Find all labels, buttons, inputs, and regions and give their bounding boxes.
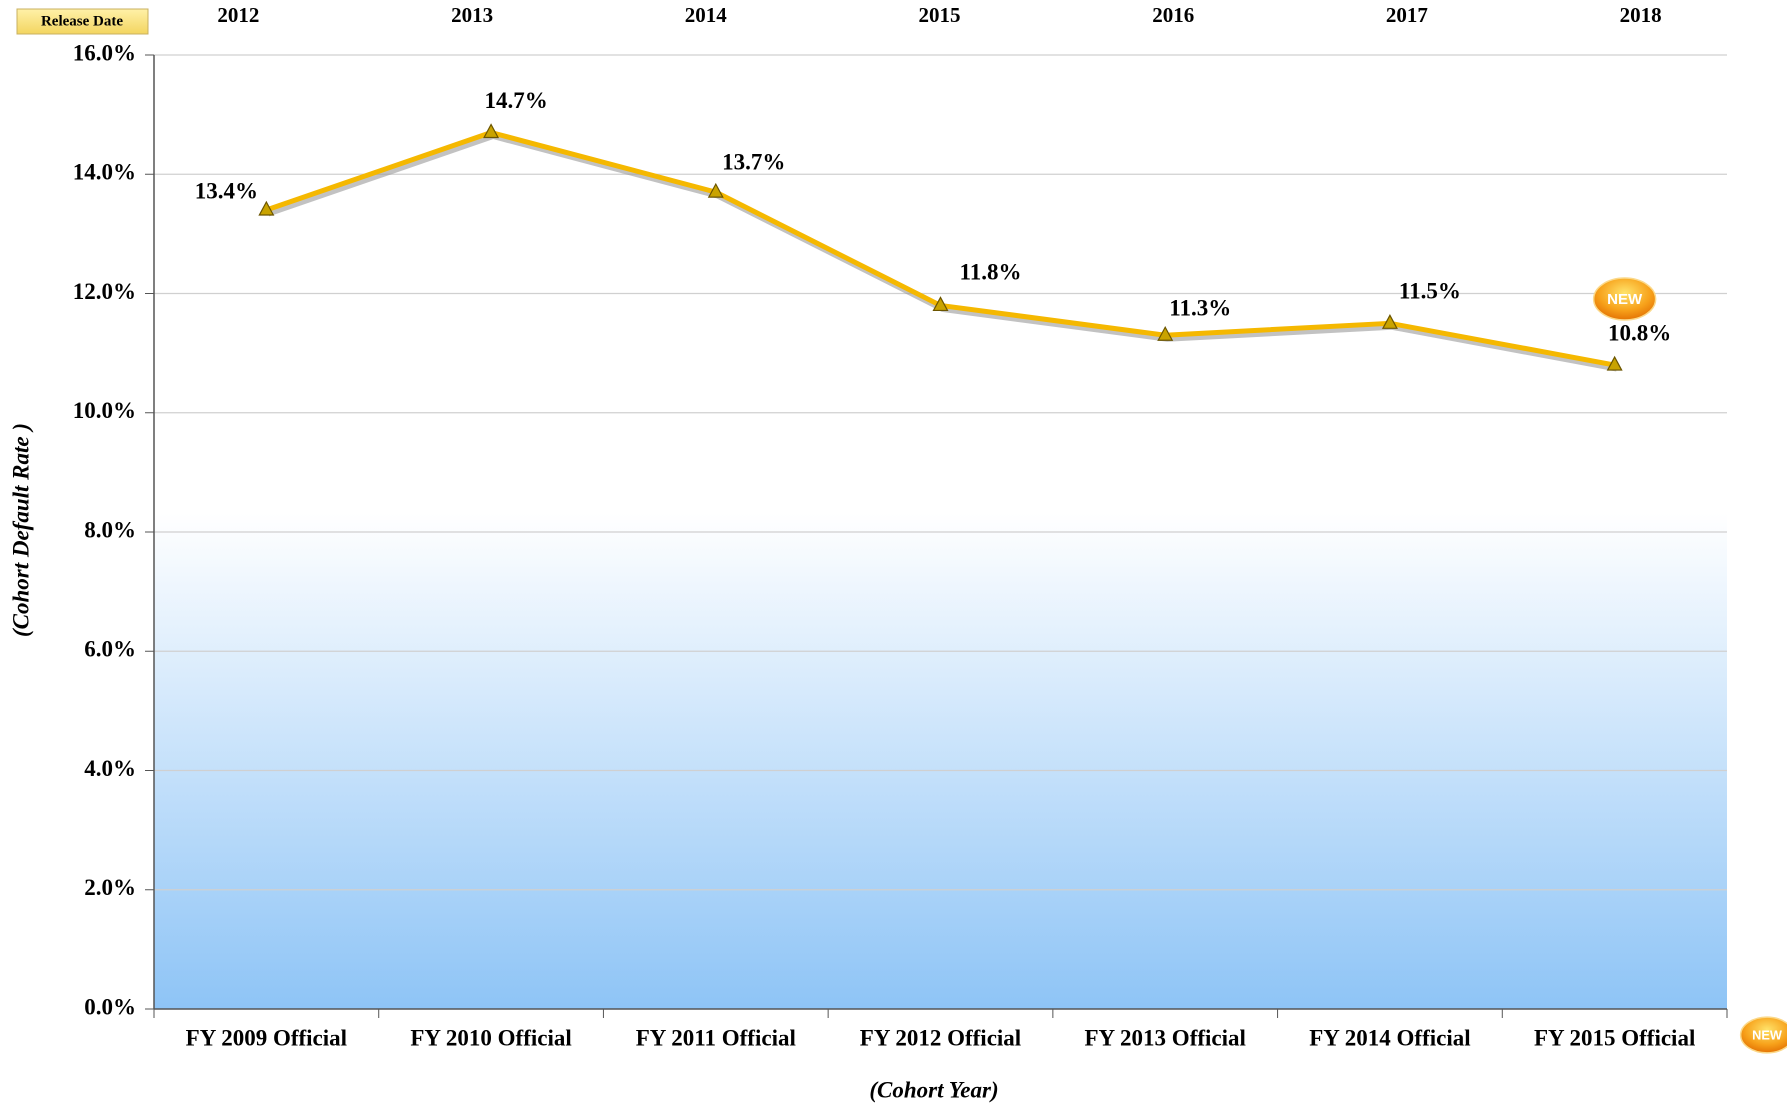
data-label: 10.8% bbox=[1608, 320, 1671, 345]
y-axis-title: (Cohort Default Rate ) bbox=[8, 423, 33, 637]
marker bbox=[707, 182, 724, 198]
release-box bbox=[16, 8, 149, 35]
release-date: 2016 bbox=[1152, 3, 1194, 27]
new-badge-text: NEW bbox=[1752, 1027, 1783, 1042]
data-label: 14.7% bbox=[484, 88, 547, 113]
marker bbox=[1157, 325, 1174, 341]
x-tick-label: FY 2011 Official bbox=[636, 1025, 796, 1050]
x-tick-label: FY 2014 Official bbox=[1309, 1025, 1470, 1050]
x-axis-title: (Cohort Year) bbox=[869, 1077, 998, 1102]
y-tick-label: 2.0% bbox=[84, 875, 136, 900]
release-date: 2012 bbox=[217, 3, 259, 27]
marker bbox=[932, 296, 949, 312]
new-badge-text: NEW bbox=[1607, 291, 1643, 308]
y-tick-label: 4.0% bbox=[84, 756, 136, 781]
x-tick-label: FY 2009 Official bbox=[186, 1025, 347, 1050]
release-date: 2015 bbox=[919, 3, 961, 27]
new-badge bbox=[1739, 1016, 1787, 1054]
y-tick-label: 16.0% bbox=[73, 40, 136, 65]
x-tick-label: FY 2015 Official bbox=[1534, 1025, 1695, 1050]
release-date: 2014 bbox=[685, 3, 728, 27]
marker bbox=[258, 200, 275, 216]
x-tick-label: FY 2010 Official bbox=[410, 1025, 571, 1050]
release-label: Release Date bbox=[41, 13, 123, 29]
y-tick-label: 12.0% bbox=[73, 279, 136, 304]
marker bbox=[1381, 314, 1398, 329]
release-date: 2017 bbox=[1386, 3, 1428, 27]
data-label: 11.3% bbox=[1169, 296, 1231, 321]
new-badge bbox=[1592, 277, 1657, 321]
y-tick-label: 0.0% bbox=[84, 994, 136, 1019]
y-tick-label: 14.0% bbox=[73, 160, 136, 185]
release-date: 2013 bbox=[451, 3, 493, 27]
y-tick-label: 8.0% bbox=[84, 517, 136, 542]
release-date: 2018 bbox=[1620, 3, 1662, 27]
data-label: 13.4% bbox=[195, 178, 258, 203]
marker bbox=[1606, 355, 1623, 371]
marker bbox=[483, 123, 500, 139]
x-tick-label: FY 2012 Official bbox=[860, 1025, 1021, 1050]
data-label: 11.5% bbox=[1399, 279, 1461, 304]
y-tick-label: 6.0% bbox=[84, 637, 136, 662]
x-tick-label: FY 2013 Official bbox=[1085, 1025, 1246, 1050]
data-label: 11.8% bbox=[960, 260, 1022, 285]
data-label: 13.7% bbox=[722, 149, 785, 174]
y-tick-label: 10.0% bbox=[73, 398, 136, 423]
